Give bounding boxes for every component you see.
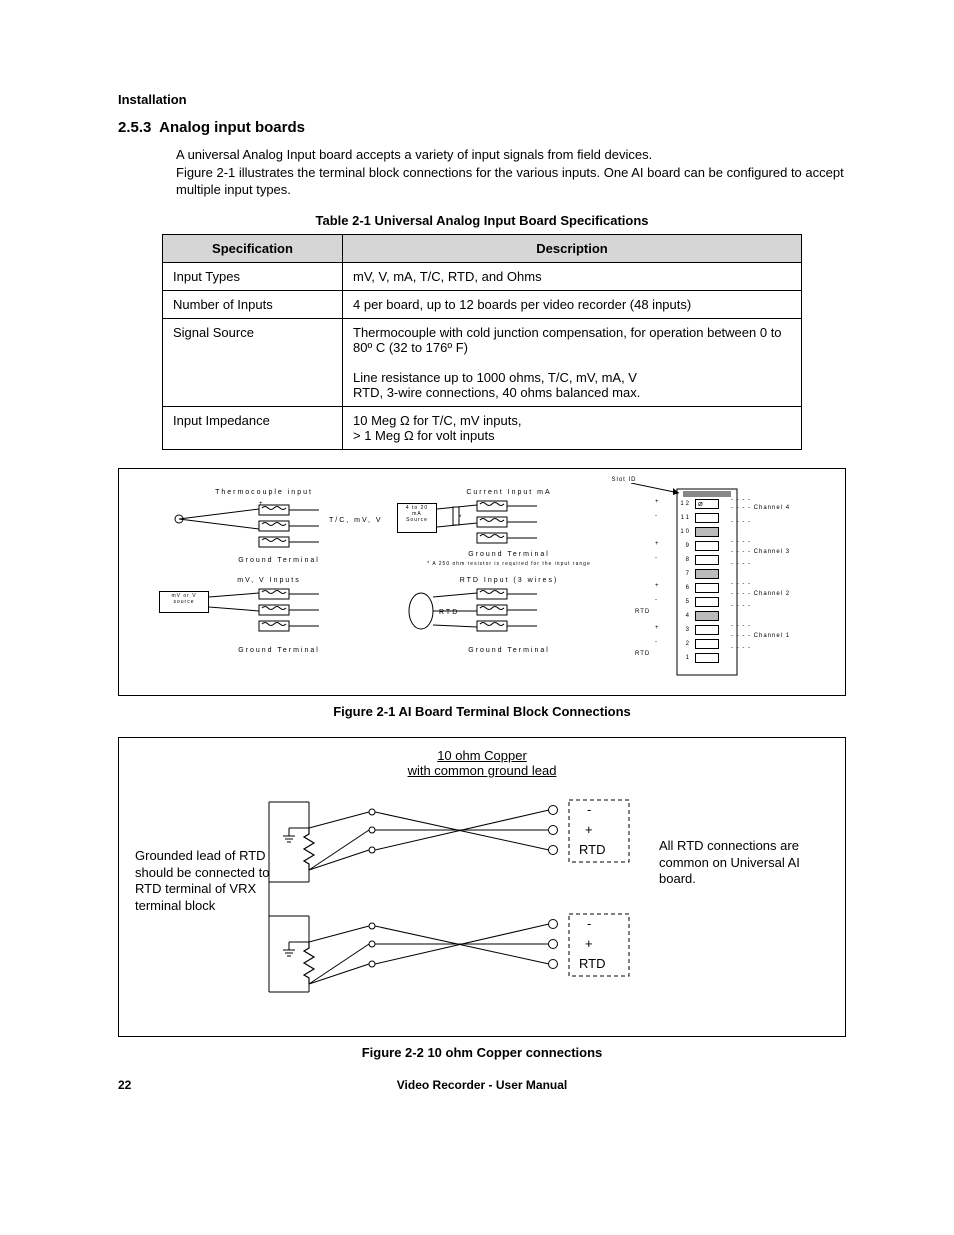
fig1-ch3: - - - - Channel 3 [731, 549, 851, 555]
fig1-plus-9: + [655, 541, 661, 547]
cell-spec: Signal Source [163, 318, 343, 406]
fig1-thermocouple-schematic [169, 503, 379, 549]
fig1-thermocouple-label: Thermocouple input [149, 489, 379, 496]
term-num: 5 [677, 599, 691, 605]
fig1-plus-12: + [655, 499, 661, 505]
figure-1-box: Thermocouple input + T/C, mV, V Ground T… [118, 468, 846, 696]
fig1-mvv-schematic [209, 587, 379, 637]
fig2-schematic [249, 792, 639, 1032]
table-row: Input Impedance 10 Meg Ω for T/C, mV inp… [163, 406, 802, 449]
term-num: 3 [677, 627, 691, 633]
fig2-rtd-u: RTD [579, 842, 605, 857]
svg-text:*: * [459, 515, 463, 521]
fig1-tcmvv-label: T/C, mV, V [329, 517, 383, 524]
fig1-plus: + [259, 501, 265, 507]
dash: - - - - [731, 539, 751, 545]
fig1-ground-2: Ground Terminal [179, 647, 379, 654]
footer-title: Video Recorder - User Manual [397, 1078, 568, 1092]
figure-1-caption: Figure 2-1 AI Board Terminal Block Conne… [118, 704, 846, 719]
dash: - - - - [731, 623, 751, 629]
fig1-minus-8: - [655, 555, 659, 561]
heading-number: 2.5.3 [118, 119, 151, 136]
cell-spec: Input Impedance [163, 406, 343, 449]
cell-desc: mV, V, mA, T/C, RTD, and Ohms [343, 262, 802, 290]
fig2-plus-u: + [585, 822, 593, 837]
term-num: 1 [677, 655, 691, 661]
intro-line-2: Figure 2-1 illustrates the terminal bloc… [176, 164, 846, 199]
th-desc: Description [343, 234, 802, 262]
footer-page: 22 [118, 1078, 131, 1092]
th-spec: Specification [163, 234, 343, 262]
dash: - - - - [731, 645, 751, 651]
term-num: 7 [677, 571, 691, 577]
spec-table: Specification Description Input Types mV… [162, 234, 802, 450]
table-row: Input Types mV, V, mA, T/C, RTD, and Ohm… [163, 262, 802, 290]
fig1-plus-3: + [655, 625, 661, 631]
figure-2-caption: Figure 2-2 10 ohm Copper connections [118, 1045, 846, 1060]
cell-spec: Number of Inputs [163, 290, 343, 318]
fig2-title2: with common ground lead [408, 763, 557, 778]
fig1-rtd3-label: RTD Input (3 wires) [409, 577, 609, 584]
cell-desc: 4 per board, up to 12 boards per video r… [343, 290, 802, 318]
dash: - - - - [731, 519, 751, 525]
fig1-rtd-label: RTD [439, 609, 459, 616]
fig1-ch4: - - - - Channel 4 [731, 505, 851, 511]
cell-spec: Input Types [163, 262, 343, 290]
fig1-420-src: 4 to 20 mA Source [398, 505, 436, 523]
fig1-current-schematic: * [437, 499, 607, 555]
fig1-ch1: - - - - Channel 1 [731, 633, 851, 639]
fig1-mvv-label: mV, V Inputs [169, 577, 369, 584]
term-num: 4 [677, 613, 691, 619]
cell-desc: 10 Meg Ω for T/C, mV inputs, > 1 Meg Ω f… [343, 406, 802, 449]
fig1-current-label: Current Input mA [409, 489, 609, 496]
dash: - - - - [731, 603, 751, 609]
heading-title: Analog input boards [159, 119, 305, 136]
fig1-minus-2: - [655, 639, 659, 645]
intro-paragraph: A universal Analog Input board accepts a… [176, 146, 846, 199]
fig1-rtd-1: RTD [635, 651, 650, 657]
term-num: 11 [677, 515, 691, 521]
term-num: 9 [677, 543, 691, 549]
fig1-ground-1: Ground Terminal [179, 557, 379, 564]
cell-desc: Thermocouple with cold junction compensa… [343, 318, 802, 406]
dash: - - - - [731, 497, 751, 503]
dash: - - - - [731, 581, 751, 587]
fig1-note: * A 250 ohm resistor is required for the… [389, 561, 629, 567]
term-num: 2 [677, 641, 691, 647]
intro-line-1: A universal Analog Input board accepts a… [176, 146, 846, 164]
fig1-minus-11: - [655, 513, 659, 519]
dash: - - - - [731, 561, 751, 567]
fig2-plus-l: + [585, 936, 593, 951]
term-num: 6 [677, 585, 691, 591]
header-section: Installation [118, 92, 846, 107]
fig2-rtd-l: RTD [579, 956, 605, 971]
fig1-rtd-schematic [397, 587, 607, 643]
fig1-plus-6: + [655, 583, 661, 589]
fig1-minus-5: - [655, 597, 659, 603]
section-heading: 2.5.3 Analog input boards [118, 119, 846, 136]
fig2-minus-u: - [587, 802, 591, 817]
fig2-title1: 10 ohm Copper [437, 748, 527, 763]
term-num: 12 [677, 501, 691, 507]
fig1-rtd-4: RTD [635, 609, 650, 615]
table-caption: Table 2-1 Universal Analog Input Board S… [118, 213, 846, 228]
fig1-ground-4: Ground Terminal [419, 647, 599, 654]
fig2-minus-l: - [587, 916, 591, 931]
fig2-right-note: All RTD connections are common on Univer… [659, 838, 829, 889]
table-row: Number of Inputs 4 per board, up to 12 b… [163, 290, 802, 318]
figure-2-box: 10 ohm Copper with common ground lead Gr… [118, 737, 846, 1037]
term-num: 10 [677, 529, 691, 535]
table-row: Signal Source Thermocouple with cold jun… [163, 318, 802, 406]
fig1-ch2: - - - - Channel 2 [731, 591, 851, 597]
fig1-mvsrc: mV or V source [161, 593, 207, 605]
term-num: 8 [677, 557, 691, 563]
fig1-ground-3: Ground Terminal [419, 551, 599, 558]
